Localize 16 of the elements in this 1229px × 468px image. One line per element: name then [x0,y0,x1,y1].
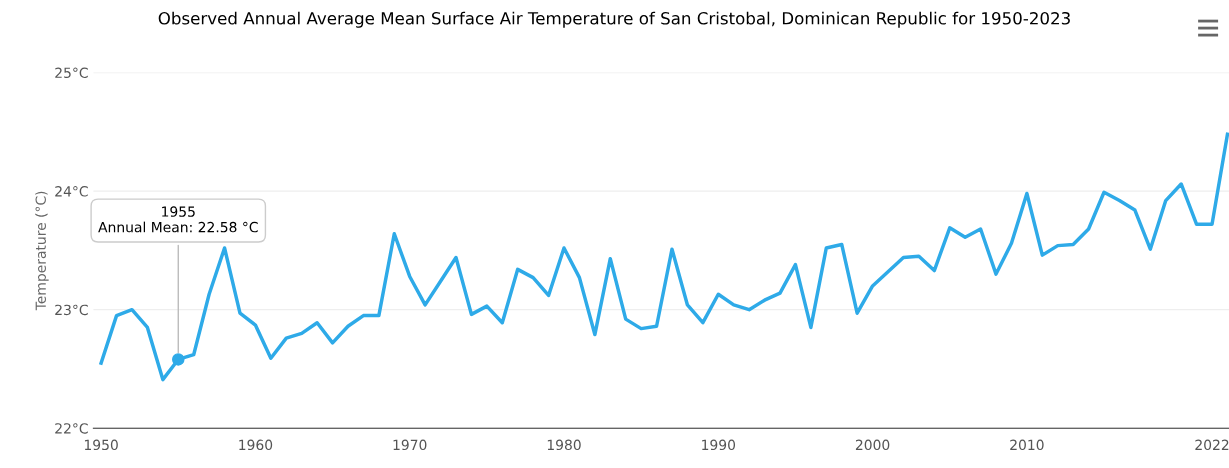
x-tick-label: 1960 [239,439,273,451]
y-tick-label: 24°C [55,186,88,197]
x-tick-label: 2022 [1195,439,1229,451]
x-tick-label: 1980 [547,439,581,451]
x-tick-label: 1950 [84,439,118,451]
annotation: 1955 Annual Mean: 22.58 °C [98,206,258,233]
x-tick-label: 1970 [393,439,427,451]
y-tick-label: 23°C [55,304,88,316]
x-tick-label: 1990 [702,439,736,451]
line-series [99,132,1229,382]
y-tick-label: 22°C [55,423,88,434]
x-tick-label: 2000 [855,439,890,451]
y-tick-label: 25°C [55,67,88,79]
y-axis-title: Temperature (°C) [35,191,49,311]
chart-title: Observed Annual Average Mean Surface Air Temperature of San Cristobal, Dominican Republic for 1950-2023 [158,11,1070,28]
x-tick-label: 2010 [1010,439,1044,451]
